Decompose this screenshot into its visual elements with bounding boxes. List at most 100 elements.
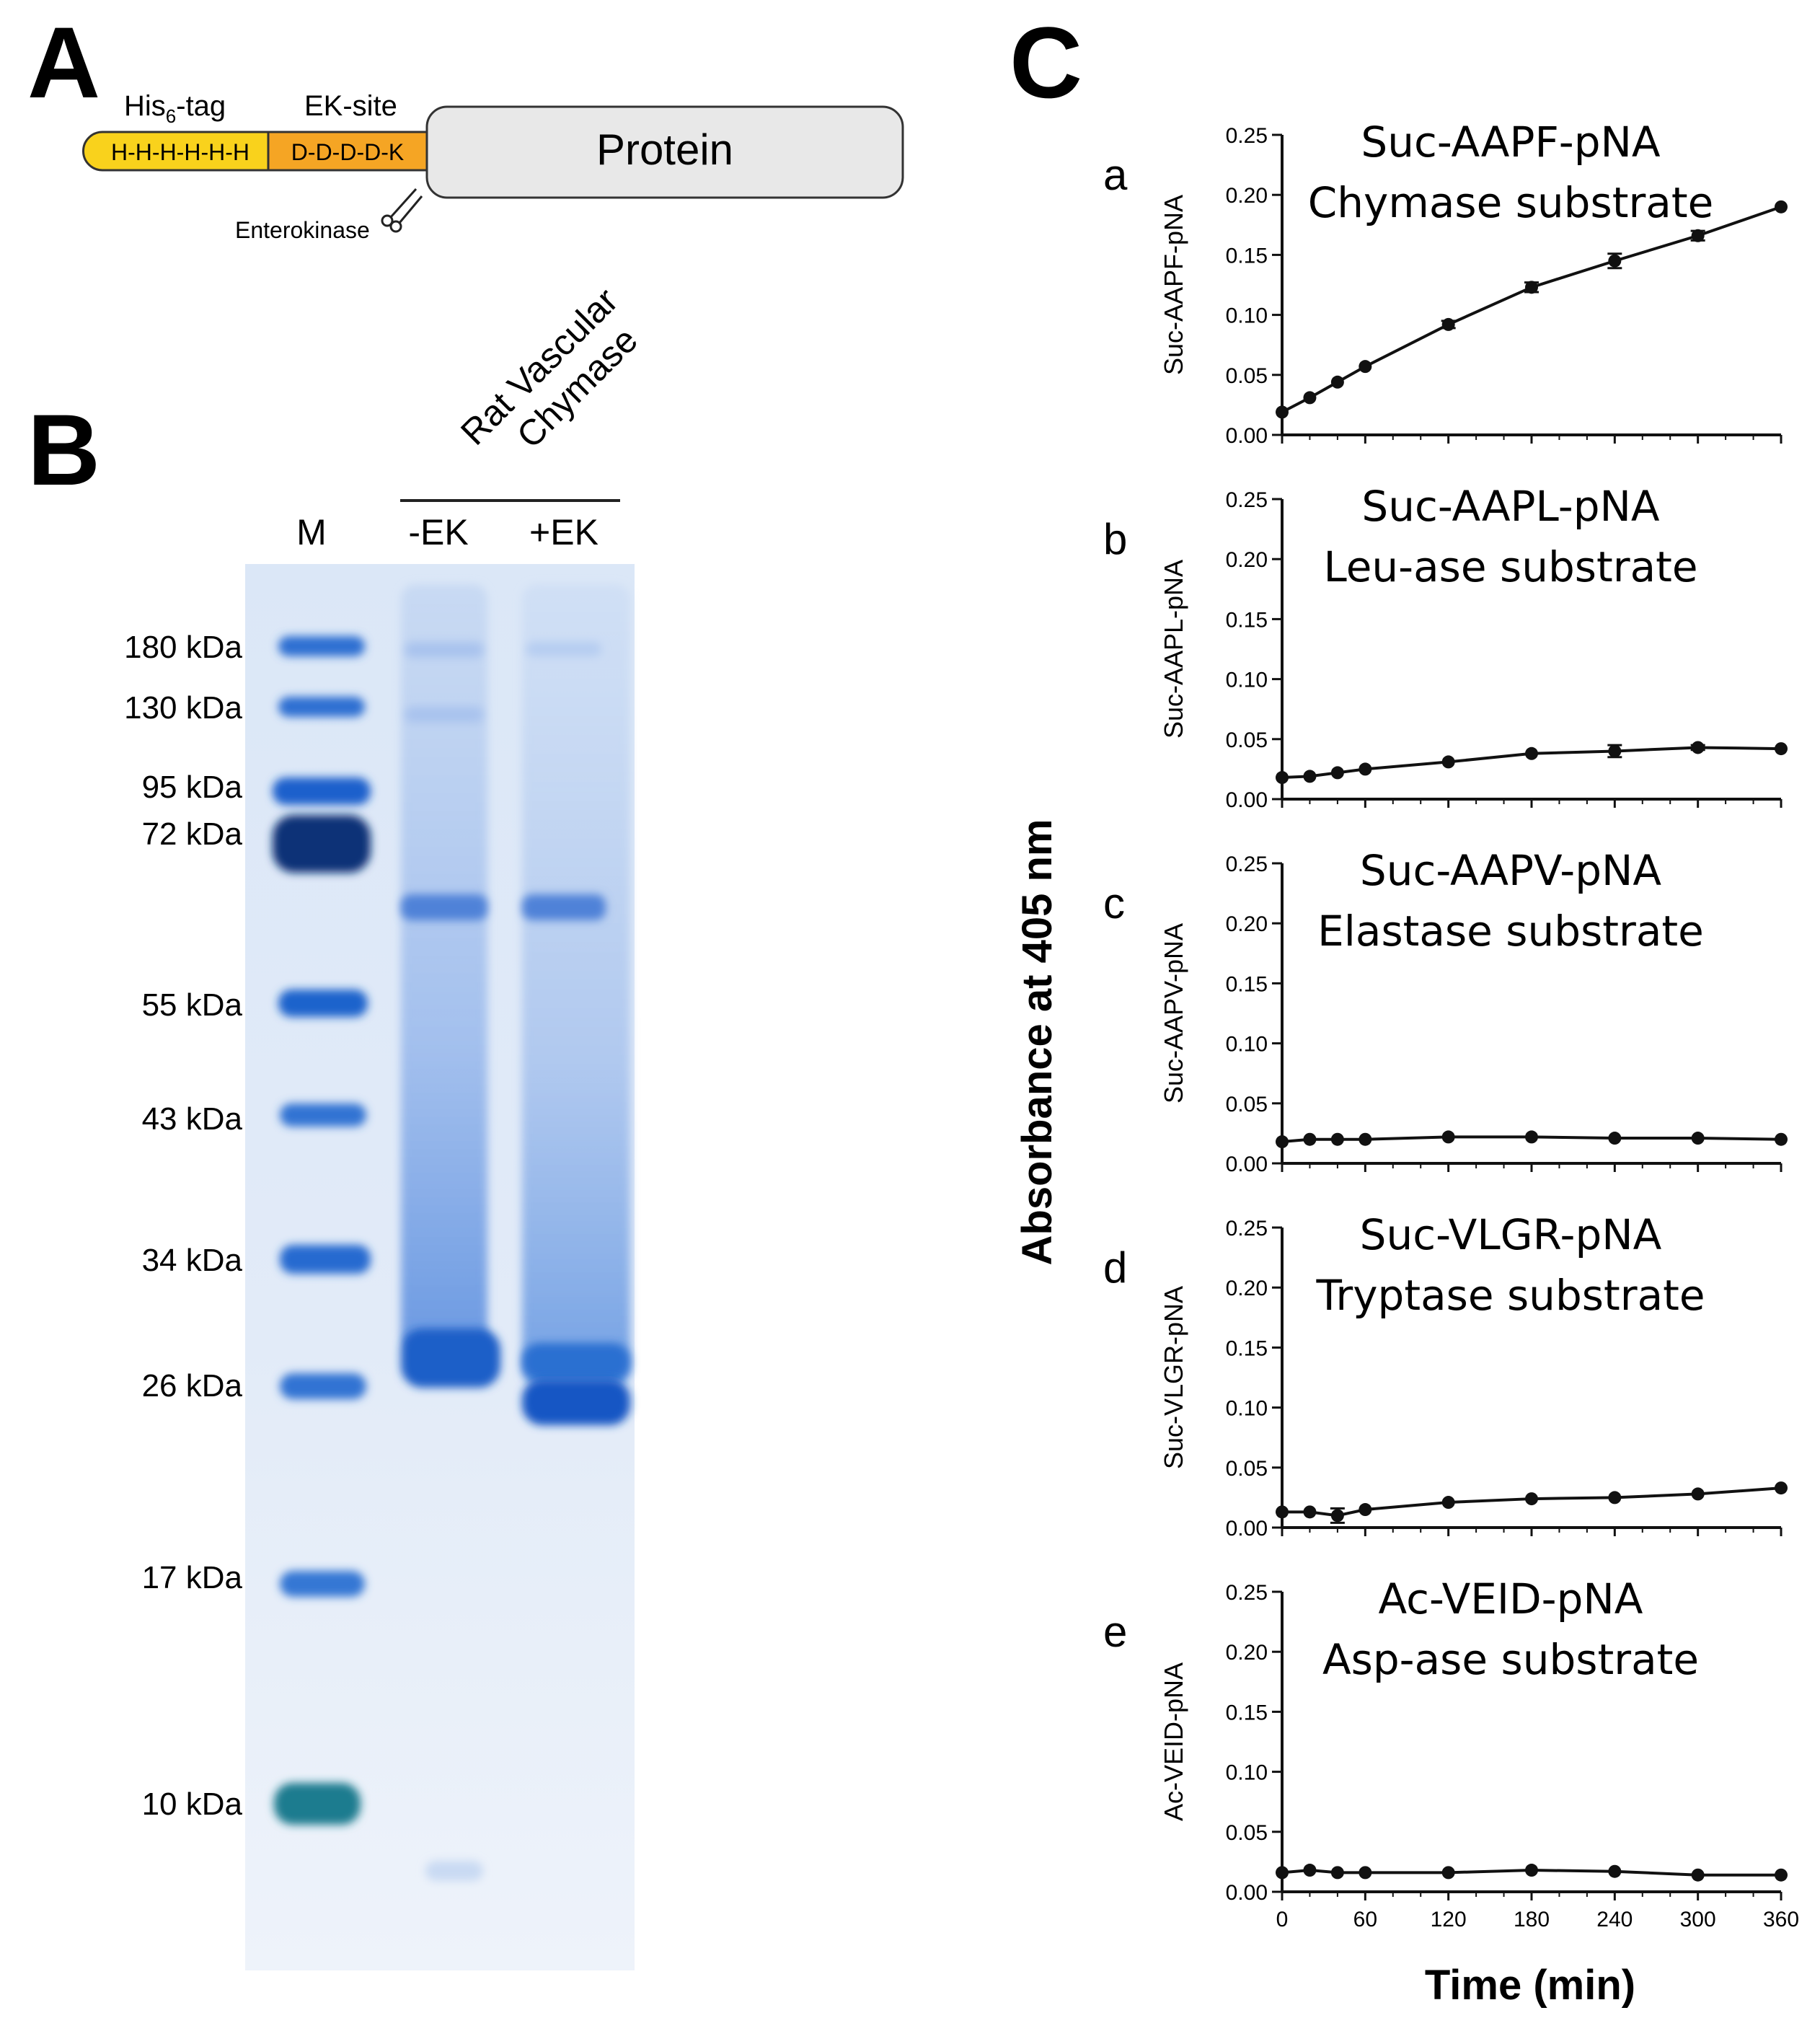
chart-data-point (1330, 375, 1344, 389)
chart-data-point (1359, 1866, 1372, 1880)
chart-y-tick-label: 0.00 (1226, 1517, 1268, 1541)
chart-y-tick-label: 0.00 (1226, 1153, 1268, 1176)
marker-label: 17 kDa (142, 1560, 243, 1595)
his-tag-label-main: His (124, 90, 166, 122)
chart-y-axis-label: Suc-AAPV-pNA (1159, 923, 1188, 1103)
chart-y-tick-label: 0.10 (1226, 1033, 1268, 1057)
chart-x-tick-label: 60 (1353, 1908, 1377, 1931)
chart-data-point (1441, 1130, 1455, 1144)
chart-data-point (1691, 1132, 1705, 1145)
chart-data-point (1691, 229, 1705, 242)
chart-data-point (1525, 281, 1538, 294)
lane-plus-ek-main-band-lower (522, 1379, 630, 1425)
his-tag-label-sub: 6 (166, 105, 176, 127)
marker-label: 130 kDa (124, 690, 242, 726)
chart-x-tick-label: 0 (1276, 1908, 1289, 1931)
chart-data-point (1525, 1130, 1538, 1144)
chart-data-point (1775, 200, 1788, 213)
chart-b: b Suc-AAPL-pNA Leu-ase substrate Suc-AAPL-p… (1103, 482, 1788, 812)
chart-data-point (1276, 1135, 1289, 1149)
ek-site-label: EK-site (304, 90, 397, 122)
chart-data-point (1608, 1491, 1622, 1504)
chart-data-point (1691, 1487, 1705, 1501)
marker-band-95 (273, 777, 371, 805)
chart-data-point (1276, 771, 1289, 785)
chart-data-point (1608, 1132, 1622, 1145)
chart-c: c Suc-AAPV-pNA Elastase substrate Suc-AAPV-… (1103, 846, 1788, 1176)
lane-minus-ek-band-65 (401, 894, 487, 920)
marker-band-180 (278, 636, 365, 656)
lane-label-marker: M (296, 512, 327, 552)
chart-data-point (1608, 1864, 1622, 1878)
chart-title: Suc-AAPF-pNA (1361, 118, 1661, 167)
chart-y-axis-label: Suc-AAPF-pNA (1159, 195, 1188, 375)
lane-plus-ek-band-180 (526, 642, 601, 656)
lane-group-label: Rat Vascular Chymase (453, 280, 645, 456)
chart-y-tick-label: 0.20 (1226, 1277, 1268, 1300)
chart-x-tick-label: 180 (1514, 1908, 1550, 1931)
chart-x-tick-label: 360 (1763, 1908, 1799, 1931)
kinetics-charts: a Suc-AAPF-pNA Chymase substrate Suc-AAPF-p… (1103, 118, 1799, 1931)
chart-data-point (1359, 1132, 1372, 1146)
chart-y-tick-label: 0.15 (1226, 1336, 1268, 1360)
chart-y-tick-label: 0.25 (1226, 124, 1268, 148)
marker-band-26 (280, 1373, 366, 1399)
chart-y-tick-label: 0.25 (1226, 1581, 1268, 1605)
chart-x-tick-label: 120 (1431, 1908, 1467, 1931)
chart-y-tick-label: 0.25 (1226, 1217, 1268, 1241)
chart-e: e Ac-VEID-pNA Asp-ase substrate Ac-VEID-pNA… (1103, 1574, 1799, 1931)
marker-label: 72 kDa (142, 816, 243, 852)
chart-data-point (1608, 254, 1622, 268)
chart-y-tick-label: 0.20 (1226, 548, 1268, 572)
chart-data-point (1276, 405, 1289, 419)
lane-minus-ek-band-130 (405, 707, 483, 723)
chart-y-tick-label: 0.05 (1226, 1821, 1268, 1845)
chart-panel-letter: d (1103, 1243, 1127, 1292)
chart-series-line (1281, 205, 1782, 414)
chart-subtitle: Leu-ase substrate (1323, 542, 1697, 591)
marker-label: 55 kDa (142, 987, 243, 1023)
chart-y-tick-label: 0.20 (1226, 184, 1268, 208)
marker-band-10 (274, 1783, 361, 1825)
chart-data-point (1775, 1481, 1788, 1495)
chart-subtitle: Asp-ase substrate (1322, 1635, 1699, 1684)
lane-label-plus-ek: +EK (529, 512, 598, 552)
chart-panel-letter: b (1103, 515, 1127, 563)
marker-band-130 (278, 697, 365, 717)
chart-data-point (1441, 755, 1455, 769)
marker-band-43 (280, 1103, 366, 1127)
lane-minus-ek-smear (401, 584, 487, 1349)
chart-data-point (1276, 1866, 1289, 1880)
chart-y-tick-label: 0.20 (1226, 1641, 1268, 1665)
chart-panel-letter: c (1103, 879, 1125, 928)
chart-subtitle: Chymase substrate (1308, 178, 1714, 227)
chart-y-tick-label: 0.05 (1226, 1457, 1268, 1481)
marker-label: 95 kDa (142, 770, 243, 805)
chart-y-axis-label: Ac-VEID-pNA (1159, 1662, 1188, 1821)
panel-c-letter: C (1010, 6, 1082, 119)
chart-y-axis-label: Suc-AAPL-pNA (1159, 560, 1188, 739)
lane-minus-ek (401, 584, 500, 1388)
marker-label: 180 kDa (124, 630, 242, 665)
chart-d: d Suc-VLGR-pNA Tryptase substrate Suc-VLGR-… (1103, 1210, 1788, 1541)
chart-y-tick-label: 0.10 (1226, 669, 1268, 692)
lane-minus-ek-band-180 (405, 642, 483, 658)
chart-data-point (1441, 317, 1455, 331)
chart-data-point (1359, 1503, 1372, 1517)
chart-y-tick-label: 0.00 (1226, 1881, 1268, 1905)
chart-y-tick-label: 0.25 (1226, 488, 1268, 512)
chart-y-tick-label: 0.05 (1226, 728, 1268, 752)
chart-title: Suc-AAPV-pNA (1360, 846, 1661, 895)
chart-subtitle: Tryptase substrate (1315, 1271, 1705, 1320)
chart-a: a Suc-AAPF-pNA Chymase substrate Suc-AAPF-p… (1103, 118, 1788, 448)
chart-y-tick-label: 0.15 (1226, 608, 1268, 632)
chart-x-tick-label: 240 (1596, 1908, 1633, 1931)
chart-y-tick-label: 0.10 (1226, 1397, 1268, 1421)
chart-title: Suc-VLGR-pNA (1360, 1210, 1662, 1259)
panel-b: B Rat Vascular Chymase M -EK +EK (27, 280, 645, 1970)
chart-y-axis-label: Suc-VLGR-pNA (1159, 1286, 1188, 1469)
lane-minus-ek-main-band (401, 1329, 500, 1388)
ek-site-sequence: D-D-D-D-K (291, 139, 404, 165)
marker-label: 43 kDa (142, 1101, 243, 1137)
